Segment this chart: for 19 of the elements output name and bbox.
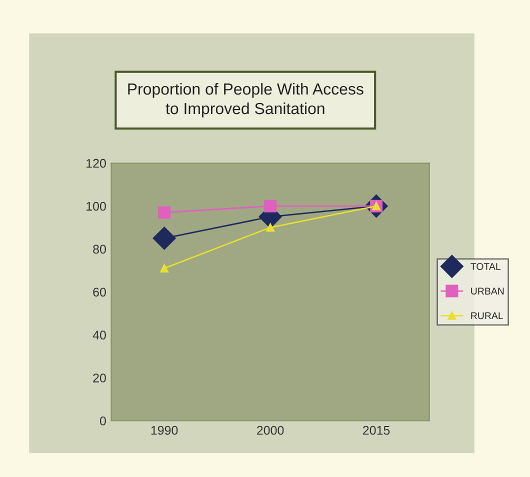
point	[266, 223, 274, 232]
y-tick-label: 0	[100, 416, 106, 426]
y-tick-label: 120	[86, 158, 106, 168]
legend-label: RURAL	[471, 312, 504, 320]
y-tick-label: 20	[93, 374, 106, 382]
y-tick-label: 60	[93, 288, 106, 297]
x-tick-label: 2015	[363, 426, 390, 435]
x-tick-label: 1990	[151, 426, 178, 435]
y-tick-label: 100	[86, 202, 106, 211]
chart-title: Proportion of People With Access to Improved Sanitation	[128, 82, 364, 118]
point	[264, 200, 277, 212]
y-tick-label: 80	[93, 244, 106, 254]
legend-label: URBAN	[471, 288, 504, 295]
point	[152, 226, 176, 250]
point	[158, 206, 171, 219]
point	[160, 264, 168, 272]
legend-label: TOTAL	[470, 263, 501, 270]
y-tick-label: 40	[92, 330, 106, 340]
x-tick-label: 2000	[257, 426, 284, 435]
